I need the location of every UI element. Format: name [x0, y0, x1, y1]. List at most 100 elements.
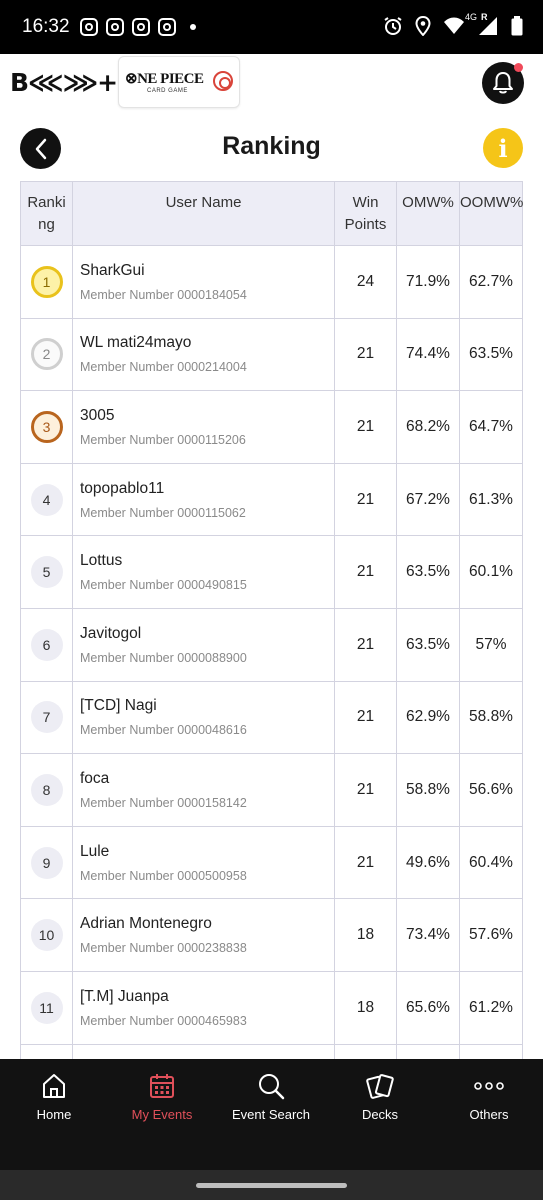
status-bar: 16:32 4G R — [0, 0, 543, 54]
signal-icon: 4G R — [465, 12, 499, 36]
nav-decks-label: Decks — [361, 1107, 399, 1122]
rank-badge: 8 — [30, 773, 63, 806]
user-cell: [T.M] Juanpa Member Number 0000465983 — [72, 970, 335, 1045]
rank-badge: 5 — [30, 556, 63, 589]
rank-cell: 7 — [20, 680, 73, 755]
member-number: Member Number 0000184054 — [80, 287, 247, 302]
win-points-cell: 21 — [334, 825, 397, 900]
rank-badge: 4 — [30, 483, 63, 516]
win-points-cell: 24 — [334, 245, 397, 319]
nav-others[interactable]: Others — [435, 1069, 543, 1122]
table-row[interactable] — [20, 1043, 523, 1059]
user-cell: 3005 Member Number 0000115206 — [72, 390, 335, 464]
system-gesture-area — [0, 1170, 543, 1200]
user-name: Javitogol — [80, 624, 142, 642]
nav-others-label: Others — [469, 1107, 509, 1122]
member-number: Member Number 0000158142 — [80, 795, 247, 810]
omw-cell: 73.4% — [396, 898, 460, 972]
oomw-cell: 64.7% — [459, 390, 523, 464]
table-row[interactable]: 11 [T.M] Juanpa Member Number 0000465983 18… — [20, 970, 523, 1045]
user-name: [T.M] Juanpa — [80, 987, 169, 1005]
table-row[interactable]: 4 topopablo11 Member Number 0000115062 21 67… — [20, 462, 523, 537]
table-row[interactable]: 9 Lule Member Number 0000500958 21 49.6% 60.4… — [20, 825, 523, 900]
table-row[interactable]: 1 SharkGui Member Number 0000184054 24 71.9%… — [20, 245, 523, 319]
member-number: Member Number 0000115062 — [80, 505, 246, 520]
table-row[interactable]: 6 Javitogol Member Number 0000088900 21 63.5… — [20, 607, 523, 682]
nav-my-events[interactable]: My Events — [108, 1069, 216, 1122]
win-points-cell: 21 — [334, 390, 397, 464]
user-name: Lule — [80, 842, 110, 860]
one-piece-logo-title: ⊗NE PIECE — [125, 71, 204, 87]
user-cell: Javitogol Member Number 0000088900 — [72, 607, 335, 682]
battery-icon — [511, 16, 523, 36]
rank-cell: 6 — [20, 607, 73, 682]
rank-badge: 7 — [30, 701, 63, 734]
table-row[interactable]: 5 Lottus Member Number 0000490815 21 63.5% 60… — [20, 535, 523, 609]
user-name: 3005 — [80, 406, 115, 424]
back-button[interactable] — [20, 128, 61, 169]
oomw-cell: 60.4% — [459, 825, 523, 900]
alarm-icon — [384, 17, 402, 35]
chevron-left-icon — [35, 138, 46, 159]
omw-cell: 71.9% — [396, 245, 460, 319]
bell-icon — [493, 72, 513, 94]
user-name: [TCD] Nagi — [80, 697, 157, 715]
table-row[interactable]: 7 [TCD] Nagi Member Number 0000048616 21 62.… — [20, 680, 523, 755]
member-number: Member Number 0000088900 — [80, 650, 247, 665]
wifi-icon — [444, 17, 464, 34]
rank-cell: 1 — [20, 245, 73, 319]
app-header: B⋘⋙+ ⊗NE PIECE CARD GAME — [0, 54, 543, 116]
ranking-table: Ranking User Name Win Points OMW% OOMW% … — [20, 181, 523, 1059]
rank-cell: 11 — [20, 970, 73, 1045]
info-button[interactable]: i — [483, 128, 523, 168]
rank-cell: 2 — [20, 317, 73, 392]
omw-cell: 74.4% — [396, 317, 460, 392]
member-number: Member Number 0000500958 — [80, 868, 247, 883]
bandai-plus-logo: B⋘⋙+ — [10, 68, 118, 97]
nav-event-search[interactable]: Event Search — [217, 1069, 325, 1122]
one-piece-logo[interactable]: ⊗NE PIECE CARD GAME — [118, 56, 240, 108]
oomw-cell: 61.3% — [459, 462, 523, 537]
home-gesture-handle[interactable] — [196, 1183, 347, 1188]
column-header-win-points: Win Points — [334, 181, 397, 246]
table-row[interactable]: 8 foca Member Number 0000158142 21 58.8% 56.6… — [20, 753, 523, 827]
oomw-cell: 57% — [459, 607, 523, 682]
rank-badge: 2 — [30, 338, 63, 371]
win-points-cell: 21 — [334, 753, 397, 827]
member-number: Member Number 0000238838 — [80, 941, 247, 956]
rank-badge: 1 — [30, 265, 63, 298]
member-number: Member Number 0000048616 — [80, 723, 247, 738]
oomw-cell: 58.8% — [459, 680, 523, 755]
user-name: foca — [80, 769, 110, 787]
omw-cell: 68.2% — [396, 390, 460, 464]
table-row[interactable]: 3 3005 Member Number 0000115206 21 68.2% 64.7… — [20, 390, 523, 464]
rank-cell: 3 — [20, 390, 73, 464]
ranking-table-container[interactable]: Ranking User Name Win Points OMW% OOMW% … — [20, 181, 523, 1059]
nav-decks[interactable]: Decks — [326, 1069, 434, 1122]
search-icon — [259, 1074, 285, 1100]
omw-cell: 63.5% — [396, 607, 460, 682]
oomw-cell: 62.7% — [459, 245, 523, 319]
network-type: 4G — [465, 12, 478, 22]
column-header-oomw: OOMW% — [459, 181, 523, 246]
nav-home[interactable]: Home — [0, 1069, 108, 1122]
omw-cell: 49.6% — [396, 825, 460, 900]
win-points-cell: 21 — [334, 607, 397, 682]
win-points-cell: 21 — [334, 462, 397, 537]
dot-icon — [190, 24, 196, 30]
status-time: 16:32 — [22, 16, 70, 37]
rank-cell: 5 — [20, 535, 73, 609]
notifications-button[interactable] — [482, 62, 524, 104]
calendar-icon — [150, 1074, 174, 1098]
column-header-user-name: User Name — [72, 181, 335, 246]
table-row[interactable]: 2 WL mati24mayo Member Number 0000214004 21… — [20, 317, 523, 392]
rank-cell: 8 — [20, 753, 73, 827]
table-row[interactable]: 10 Adrian Montenegro Member Number 0000238… — [20, 898, 523, 972]
rank-badge: 3 — [30, 410, 63, 443]
oomw-cell: 60.1% — [459, 535, 523, 609]
instagram-icon — [106, 18, 124, 36]
instagram-icon — [158, 18, 176, 36]
win-points-cell: 18 — [334, 898, 397, 972]
rank-badge: 10 — [30, 919, 63, 952]
oomw-cell: 56.6% — [459, 753, 523, 827]
